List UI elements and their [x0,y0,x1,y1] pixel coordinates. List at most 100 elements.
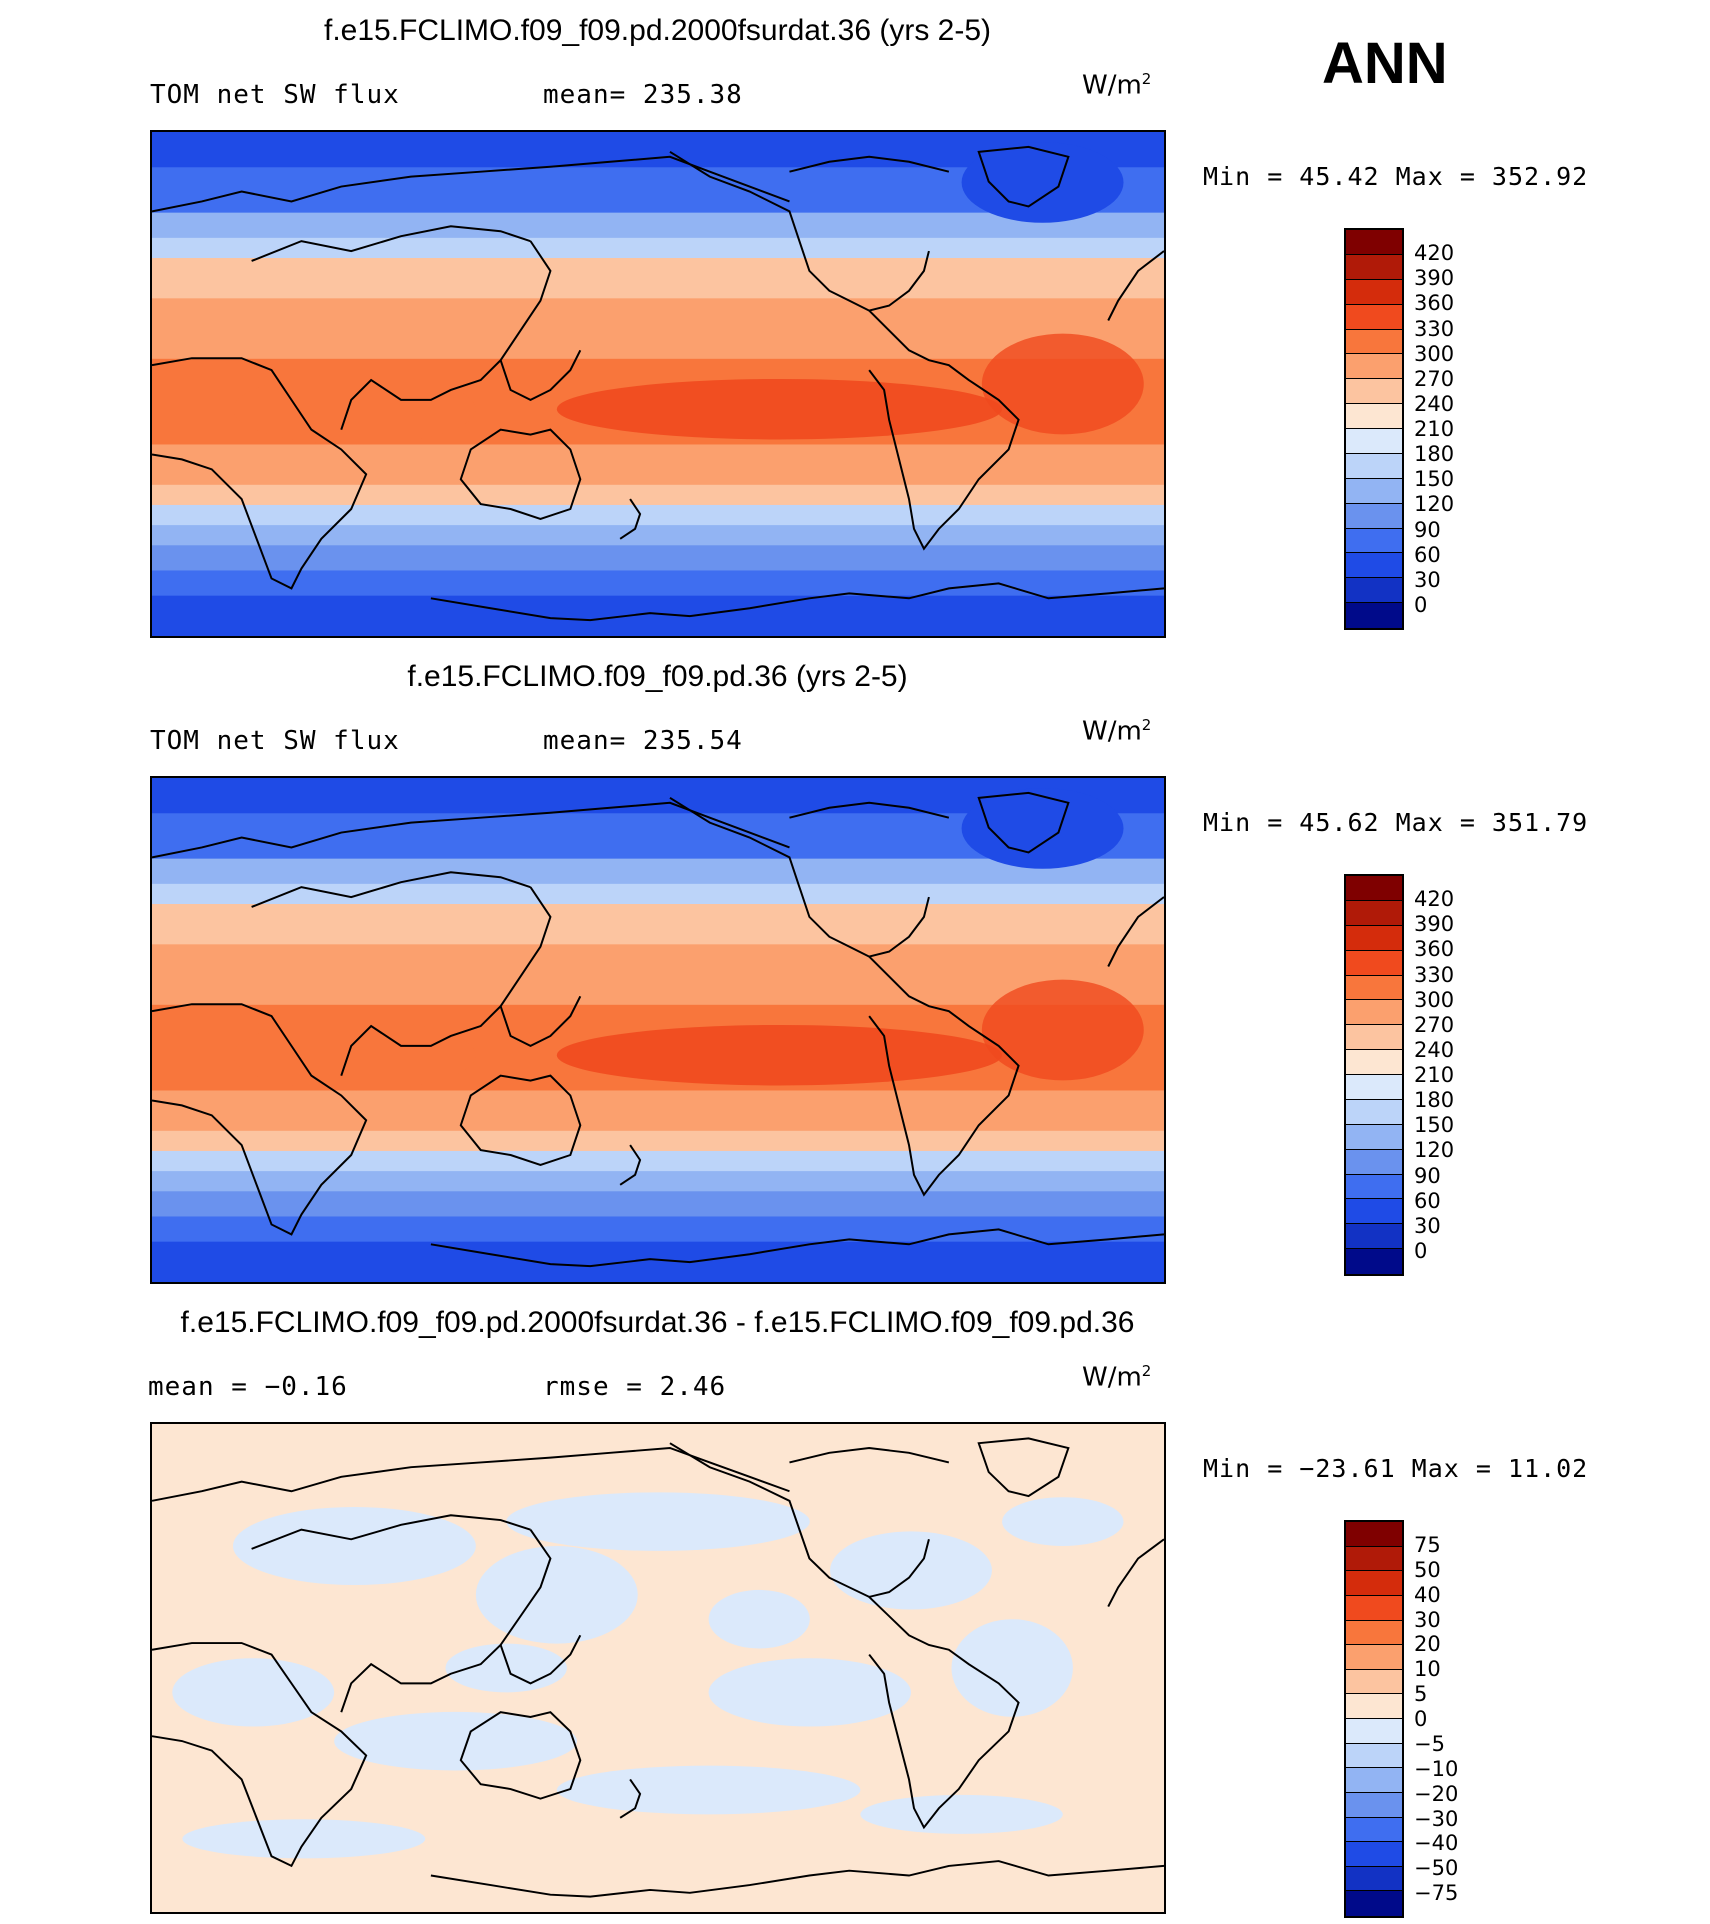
colorbar-swatch [1346,1522,1402,1547]
colorbar-tick-label: 30 [1414,1213,1441,1238]
colorbar-swatch [1346,528,1402,554]
colorbar-swatch [1346,1224,1402,1250]
colorbar-swatch [1346,900,1402,926]
colorbar-tick-label: 210 [1414,1063,1455,1087]
colorbar-tick-label: 390 [1414,266,1455,291]
colorbar-tick-label: 0 [1414,1707,1428,1731]
colorbar-swatch [1346,876,1402,901]
panel-1-colorbar [1344,228,1404,630]
colorbar-tick-label: −10 [1414,1756,1459,1781]
colorbar-swatch [1346,1645,1402,1670]
colorbar-tick-label: 10 [1414,1657,1441,1682]
panel-3-minmax: Min = −23.61 Max = 11.02 [1203,1454,1589,1483]
colorbar-tick-label: 360 [1414,291,1455,316]
colorbar-tick-label: 0 [1414,1238,1428,1263]
colorbar-swatch [1346,478,1402,504]
panel-1-mean: mean= 235.38 [543,80,743,110]
colorbar-swatch [1346,1743,1402,1769]
colorbar-tick-label: 300 [1414,987,1455,1012]
colorbar-swatch [1346,925,1402,951]
panel-3-map [150,1422,1166,1914]
colorbar-tick-label: 330 [1414,962,1455,987]
colorbar-tick-label: 30 [1414,567,1441,592]
colorbar-swatch [1346,603,1402,628]
colorbar-tick-label: 420 [1414,241,1455,266]
colorbar-swatch [1346,1694,1402,1719]
colorbar-tick-label: 150 [1414,467,1455,492]
colorbar-tick-label: 40 [1414,1582,1441,1607]
panel-1-minmax: Min = 45.42 Max = 352.92 [1203,162,1589,191]
colorbar-tick-label: 90 [1414,1163,1441,1188]
colorbar-swatch [1346,503,1402,529]
colorbar-swatch [1346,1000,1402,1026]
season-label: ANN [1322,31,1448,96]
colorbar-tick-label: 30 [1414,1607,1441,1632]
colorbar-swatch [1346,404,1402,429]
colorbar-tick-label: −20 [1414,1781,1459,1806]
colorbar-swatch [1346,1174,1402,1200]
panel-1-title: f.e15.FCLIMO.f09_f09.pd.2000fsurdat.36 (… [323,14,992,47]
colorbar-swatch [1346,975,1402,1001]
colorbar-swatch [1346,1817,1402,1843]
colorbar-tick-label: 390 [1414,912,1455,937]
panel-2-minmax: Min = 45.62 Max = 351.79 [1203,808,1589,837]
colorbar-swatch [1346,553,1402,579]
colorbar-tick-label: −75 [1414,1881,1459,1906]
colorbar-tick-label: 420 [1414,887,1455,912]
colorbar-tick-label: 60 [1414,1188,1441,1213]
panel-3-colorbar [1344,1520,1404,1918]
colorbar-tick-label: 75 [1414,1532,1441,1557]
colorbar-tick-label: 360 [1414,937,1455,962]
colorbar-swatch [1346,354,1402,380]
colorbar-swatch [1346,1595,1402,1621]
panel-1-units: W/m2 [1082,70,1152,101]
colorbar-swatch [1346,1866,1402,1892]
colorbar-swatch [1346,1050,1402,1075]
colorbar-swatch [1346,1249,1402,1274]
colorbar-swatch [1346,230,1402,255]
colorbar-swatch [1346,1075,1402,1100]
colorbar-tick-label: 300 [1414,341,1455,366]
colorbar-swatch [1346,379,1402,405]
panel-2-mean: mean= 235.54 [543,726,743,756]
colorbar-tick-label: 120 [1414,492,1455,517]
colorbar-swatch [1346,950,1402,976]
colorbar-swatch [1346,279,1402,305]
colorbar-swatch [1346,1149,1402,1175]
colorbar-swatch [1346,304,1402,330]
colorbar-swatch [1346,429,1402,454]
colorbar-swatch [1346,1719,1402,1744]
colorbar-swatch [1346,1099,1402,1125]
colorbar-tick-label: 270 [1414,1012,1455,1037]
colorbar-swatch [1346,453,1402,479]
colorbar-tick-label: −5 [1414,1731,1445,1756]
colorbar-swatch [1346,329,1402,355]
panel-3-mean: mean = −0.16 [148,1372,348,1402]
colorbar-swatch [1346,1124,1402,1150]
panel-2-units: W/m2 [1082,716,1152,747]
panel-2-map [150,776,1166,1284]
colorbar-tick-label: 210 [1414,417,1455,441]
colorbar-tick-label: 180 [1414,442,1455,467]
colorbar-swatch [1346,1199,1402,1225]
colorbar-tick-label: 240 [1414,1037,1455,1062]
colorbar-tick-label: 90 [1414,517,1441,542]
colorbar-swatch [1346,578,1402,604]
colorbar-tick-label: 330 [1414,316,1455,341]
colorbar-swatch [1346,1768,1402,1793]
colorbar-swatch [1346,1571,1402,1596]
colorbar-tick-label: 0 [1414,592,1428,617]
colorbar-tick-label: 60 [1414,542,1441,567]
colorbar-swatch [1346,1025,1402,1051]
panel-2-title: f.e15.FCLIMO.f09_f09.pd.36 (yrs 2-5) [407,660,908,693]
colorbar-tick-label: 5 [1414,1682,1428,1707]
colorbar-tick-label: −30 [1414,1806,1459,1831]
panel-3-rmse: rmse = 2.46 [543,1372,727,1402]
colorbar-swatch [1346,1546,1402,1572]
panel-2-variable: TOM net SW flux [150,726,400,756]
colorbar-tick-label: −50 [1414,1856,1459,1881]
colorbar-tick-label: 270 [1414,366,1455,391]
colorbar-tick-label: 240 [1414,391,1455,416]
panel-3-units: W/m2 [1082,1362,1152,1393]
colorbar-swatch [1346,1842,1402,1867]
